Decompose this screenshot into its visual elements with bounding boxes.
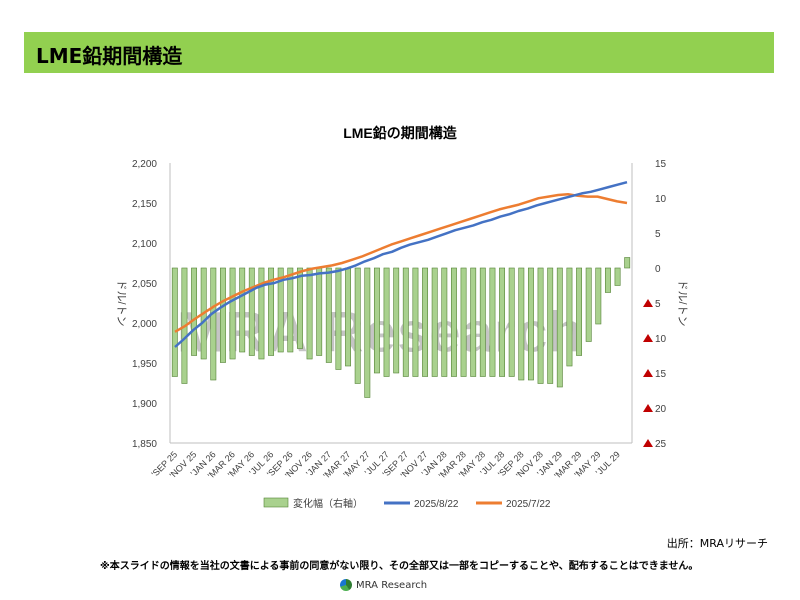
bar	[576, 267, 583, 356]
bar	[316, 267, 323, 356]
bar	[422, 267, 429, 377]
bar	[345, 267, 352, 367]
negative-marker-icon	[643, 404, 653, 412]
bar	[373, 267, 380, 374]
header-bar: LME鉛期間構造	[24, 32, 774, 73]
bar	[296, 267, 303, 349]
y-tick-left: 2,100	[132, 239, 157, 250]
bar	[210, 267, 217, 381]
bar	[604, 267, 611, 293]
y-tick-right: 10	[655, 194, 667, 205]
bar	[287, 267, 294, 353]
bar	[239, 267, 246, 353]
bar	[393, 267, 400, 374]
footer-logo-text: MRA Research	[356, 579, 428, 591]
bar	[441, 267, 448, 377]
legend-bar-swatch	[263, 497, 289, 508]
bar	[229, 267, 236, 360]
negative-marker-icon	[643, 369, 653, 377]
y-tick-right: 10	[655, 334, 667, 345]
y-tick-right: 5	[655, 229, 661, 240]
bar	[354, 267, 361, 384]
bar	[191, 267, 198, 356]
negative-marker-icon	[643, 334, 653, 342]
mra-logo-icon	[340, 579, 352, 591]
negative-marker-icon	[643, 299, 653, 307]
bar	[460, 267, 467, 377]
y-tick-left: 1,950	[132, 359, 157, 370]
legend-label: 変化幅（右軸）	[293, 497, 363, 510]
y-tick-right: 5	[655, 299, 661, 310]
y-tick-left: 1,900	[132, 399, 157, 410]
y-tick-left: 1,850	[132, 439, 157, 450]
bar	[171, 267, 178, 377]
y-tick-left: 2,200	[132, 159, 157, 170]
bar	[537, 267, 544, 384]
bar	[402, 267, 409, 377]
bar	[248, 267, 255, 356]
bar	[412, 267, 419, 377]
bar	[470, 267, 477, 377]
y-tick-left: 2,150	[132, 199, 157, 210]
bar	[547, 267, 554, 384]
bar	[450, 267, 457, 377]
page-title: LME鉛期間構造	[36, 44, 183, 68]
bar	[614, 267, 621, 286]
footer-logo: MRA Research	[340, 579, 427, 591]
bar	[335, 267, 342, 370]
series-line-2025-7-22	[174, 192, 628, 333]
legend-label: 2025/7/22	[506, 499, 551, 510]
bar	[479, 267, 486, 377]
series-line-2025-8-22	[174, 180, 628, 348]
source-note: 出所：MRAリサーチ	[666, 537, 768, 550]
y-tick-left: 2,000	[132, 319, 157, 330]
y-tick-right: 0	[655, 264, 661, 275]
y-tick-right: 25	[655, 439, 667, 450]
bar	[277, 267, 284, 353]
bar	[364, 267, 371, 398]
bar	[268, 267, 275, 356]
bar	[306, 267, 313, 360]
bar	[508, 267, 515, 377]
bar	[499, 267, 506, 377]
y-tick-left: 2,050	[132, 279, 157, 290]
y-axis-left-label: ドル/トン	[115, 279, 127, 326]
bar	[624, 257, 631, 269]
bar	[489, 267, 496, 377]
bar	[595, 267, 602, 325]
bar	[585, 267, 592, 342]
chart-title: LME鉛の期間構造	[343, 125, 457, 141]
y-tick-right: 15	[655, 369, 667, 380]
bar	[556, 267, 563, 388]
legend-label: 2025/8/22	[414, 499, 459, 510]
bar	[431, 267, 438, 377]
bar	[383, 267, 390, 377]
bar	[258, 267, 265, 360]
y-tick-right: 15	[655, 159, 667, 170]
negative-marker-icon	[643, 439, 653, 447]
bar	[325, 267, 332, 363]
bar	[219, 267, 226, 363]
disclaimer-text: ※本スライドの情報を当社の文書による事前の同意がない限り、その全部又は一部をコピ…	[100, 561, 699, 572]
bar	[566, 267, 573, 367]
bar	[518, 267, 525, 381]
bar	[527, 267, 534, 381]
y-axis-right-label: ドル/トン	[676, 279, 688, 326]
y-tick-right: 20	[655, 404, 667, 415]
